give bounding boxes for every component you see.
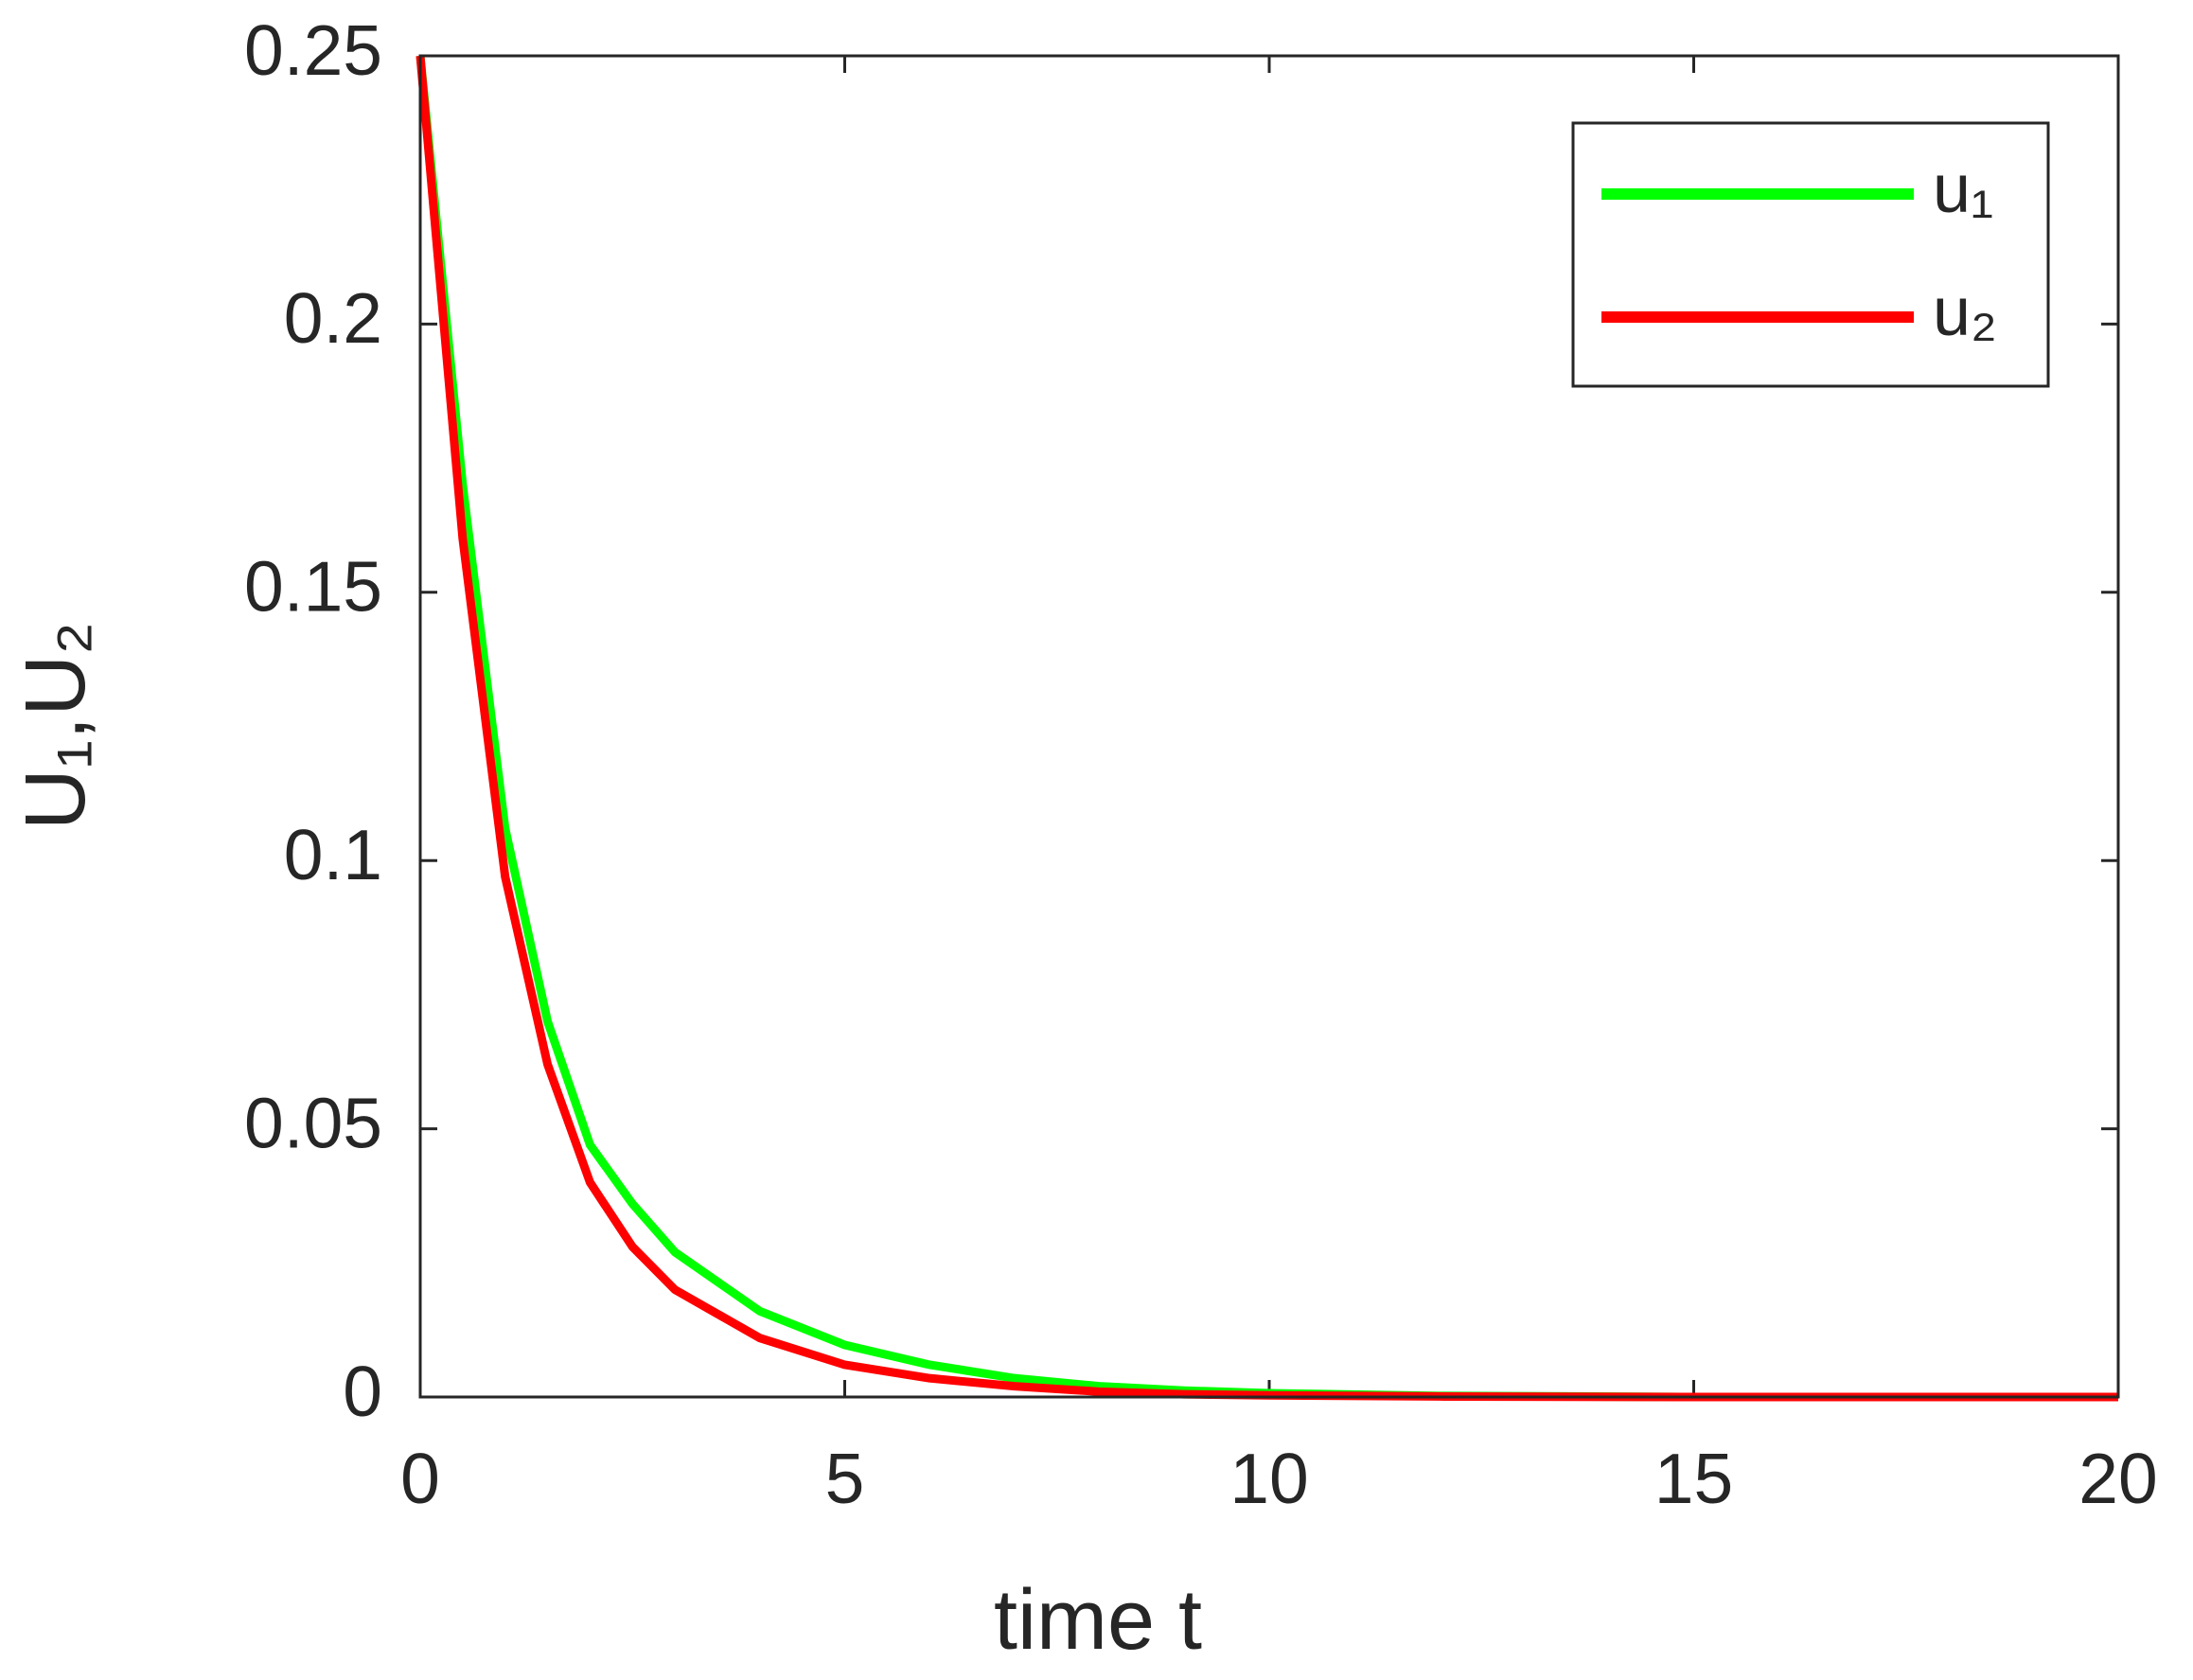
legend-box [1571, 121, 2050, 388]
y-tick-label: 0.2 [284, 278, 382, 358]
y-axis-label: U₁,U₂ [9, 622, 103, 830]
y-tick-label: 0.25 [244, 10, 382, 90]
y-tick-label: 0.1 [284, 815, 382, 894]
x-tick-label: 10 [1229, 1439, 1308, 1518]
x-tick-label: 0 [400, 1439, 440, 1518]
y-tick-label: 0.15 [244, 547, 382, 627]
x-tick-label: 20 [2078, 1439, 2157, 1518]
y-tick-label: 0 [343, 1352, 382, 1431]
legend-label: u₁ [1933, 151, 1993, 227]
x-tick-label: 15 [1654, 1439, 1733, 1518]
x-tick-label: 5 [825, 1439, 865, 1518]
x-axis-label: time t [994, 1573, 1202, 1668]
plot-frame [418, 54, 2120, 1399]
legend-label: u₂ [1933, 274, 1997, 350]
y-tick-label: 0.05 [244, 1083, 382, 1162]
